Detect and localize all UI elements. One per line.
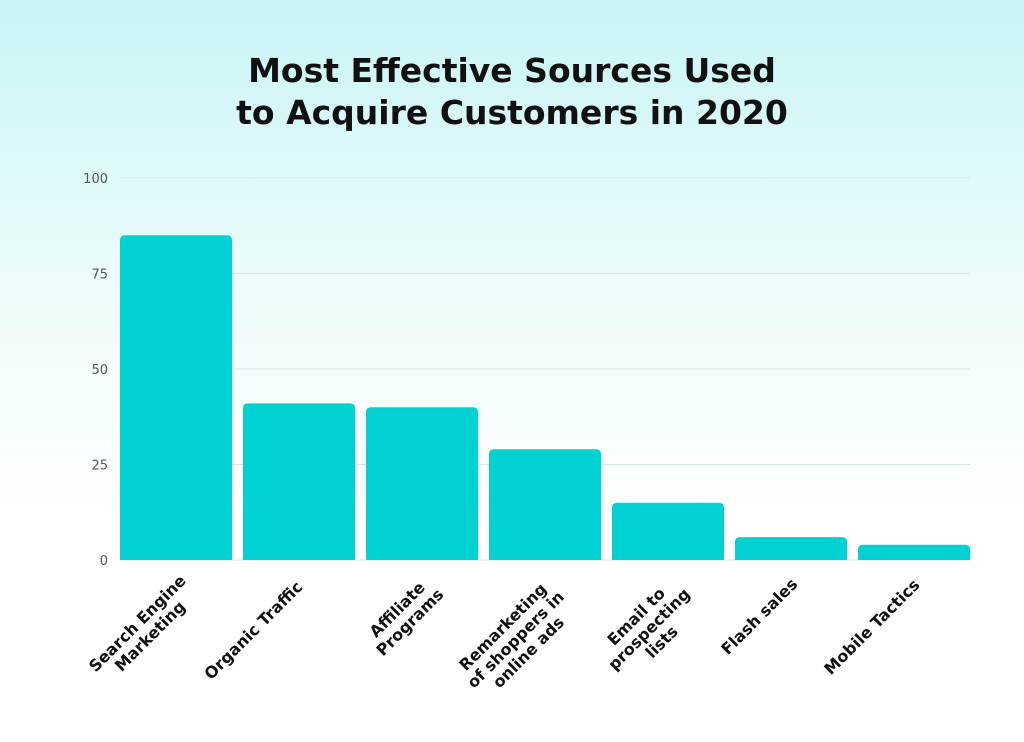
bar [243,403,355,560]
x-tick-label: Flash sales [717,574,801,658]
x-tick-label-line: Organic Traffic [200,577,306,683]
y-tick-label: 0 [100,554,108,569]
x-tick-label: Organic Traffic [200,577,306,683]
chart-title: Most Effective Sources Used to Acquire C… [0,50,1024,134]
bar [489,449,601,560]
y-tick-label: 25 [91,459,108,474]
chart-title-line-1: Most Effective Sources Used [248,51,776,90]
x-tick-label: Mobile Tactics [820,575,923,678]
chart-title-line-2: to Acquire Customers in 2020 [236,93,788,132]
bar [612,502,724,560]
y-tick-label: 50 [91,363,108,378]
y-tick-label: 75 [91,268,108,283]
x-tick-label-line: Mobile Tactics [820,575,923,678]
bar [735,537,847,560]
bar [366,407,478,560]
x-tick-label-line: Flash sales [717,574,801,658]
y-tick-label: 100 [83,172,108,187]
bar [858,544,970,560]
bar [120,235,232,561]
